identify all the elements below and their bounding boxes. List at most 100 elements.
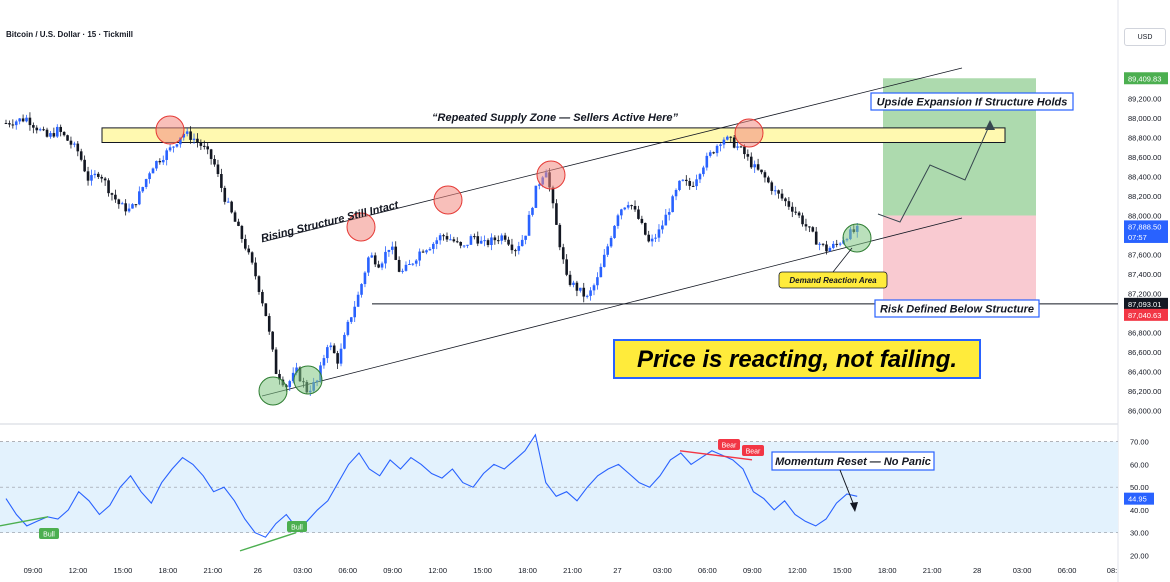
bull-label-1: Bull (43, 532, 55, 539)
price-tick-label: 87,200.00 (1128, 289, 1161, 298)
candle-body (55, 126, 59, 137)
currency-selector[interactable]: USD (1124, 28, 1166, 46)
price-tick-label: 86,200.00 (1128, 387, 1161, 396)
candle-body (637, 209, 640, 219)
candle-body (695, 179, 698, 187)
candle-body (814, 231, 818, 245)
candle-body (367, 257, 370, 273)
candle-body (175, 144, 179, 147)
candle-body (384, 251, 387, 264)
time-tick-label: 21:00 (923, 566, 942, 575)
time-tick-label: 12:00 (788, 566, 807, 575)
candle-body (514, 250, 517, 252)
channel-lower-line (261, 217, 963, 397)
candle-body (343, 334, 346, 349)
candle-body (811, 227, 815, 232)
candle-body (606, 246, 609, 255)
candle-body (575, 282, 579, 291)
candle-body (777, 190, 780, 194)
candle-body (66, 135, 69, 141)
candle-body (643, 222, 647, 235)
candle-body (763, 172, 767, 178)
candle-body (698, 174, 702, 180)
price-tick-label: 86,000.00 (1128, 406, 1161, 415)
candle-body (11, 124, 15, 126)
candle-body (103, 178, 107, 181)
time-tick-label: 08: (1107, 566, 1117, 575)
price-tick-label: 88,200.00 (1128, 192, 1161, 201)
candle-body (500, 235, 504, 241)
bear-divergence-line (679, 450, 753, 461)
time-tick-label: 03:00 (293, 566, 312, 575)
candle-body (654, 237, 657, 239)
supply-reaction-circle (155, 115, 185, 145)
candle-body (661, 225, 664, 230)
candle-body (172, 146, 175, 148)
price-tick-label: 87,400.00 (1128, 270, 1161, 279)
candle-body (291, 372, 295, 382)
candle-body (278, 373, 281, 380)
bear-label-2: Bear (746, 449, 761, 456)
headline-text: Price is reacting, not failing. (637, 346, 957, 373)
candle-body (21, 118, 25, 122)
candle-body (483, 240, 486, 242)
rsi-tick-label: 50.00 (1130, 483, 1149, 492)
candle-body (196, 138, 199, 143)
candle-body (551, 187, 555, 204)
candle-body (469, 236, 473, 245)
candle-body (445, 236, 449, 240)
candle-body (715, 145, 719, 154)
candle-body (107, 180, 110, 194)
candle-body (613, 225, 616, 238)
candle-body (25, 117, 28, 122)
price-tag-bg (1124, 230, 1168, 243)
candle-body (209, 149, 213, 159)
bear-label-2-tag (742, 445, 764, 456)
price-tick-label: 88,400.00 (1128, 173, 1161, 182)
candle-body (363, 272, 367, 285)
candle-body (69, 140, 73, 145)
momentum-callout-box (771, 451, 935, 471)
candle-body (784, 198, 787, 202)
candle-body (226, 201, 230, 203)
candle-body (671, 196, 674, 213)
demand-label: Demand Reaction Area (789, 276, 877, 285)
rsi-tick-label: 30.00 (1130, 529, 1149, 538)
candle-body (493, 237, 497, 241)
candle-body (288, 381, 292, 388)
candle-body (538, 184, 541, 186)
price-tick-label: 87,600.00 (1128, 250, 1161, 259)
candle-body (257, 276, 261, 292)
candle-body (168, 147, 172, 151)
supply-reaction-circle (346, 212, 376, 242)
bull-divergence-line (0, 516, 49, 527)
candle-body (131, 204, 134, 209)
candle-body (421, 251, 425, 253)
supply-zone-label: “Repeated Supply Zone — Sellers Active H… (432, 112, 678, 124)
candle-body (801, 215, 804, 225)
candle-body (295, 367, 298, 373)
price-tick-label: 88,600.00 (1128, 153, 1161, 162)
price-tick-label: 86,400.00 (1128, 367, 1161, 376)
bear-label-1-tag (718, 439, 740, 450)
candle-body (373, 255, 377, 265)
candle-body (404, 264, 408, 271)
candle-body (503, 235, 507, 240)
candle-body (517, 246, 521, 251)
candle-body (479, 240, 483, 244)
candle-body (264, 303, 268, 317)
time-tick-label: 15:00 (114, 566, 133, 575)
candle-body (189, 131, 192, 140)
candle-body (760, 169, 763, 173)
price-tag-bg (1124, 220, 1168, 233)
candle-body (592, 285, 596, 291)
candle-body (633, 205, 637, 210)
supply-zone-rect (101, 127, 1006, 143)
candle-body (370, 255, 374, 258)
candle-body (452, 239, 456, 242)
candle-body (155, 160, 158, 169)
candle-body (28, 117, 32, 126)
candle-body (835, 243, 839, 245)
candle-body (83, 159, 86, 172)
